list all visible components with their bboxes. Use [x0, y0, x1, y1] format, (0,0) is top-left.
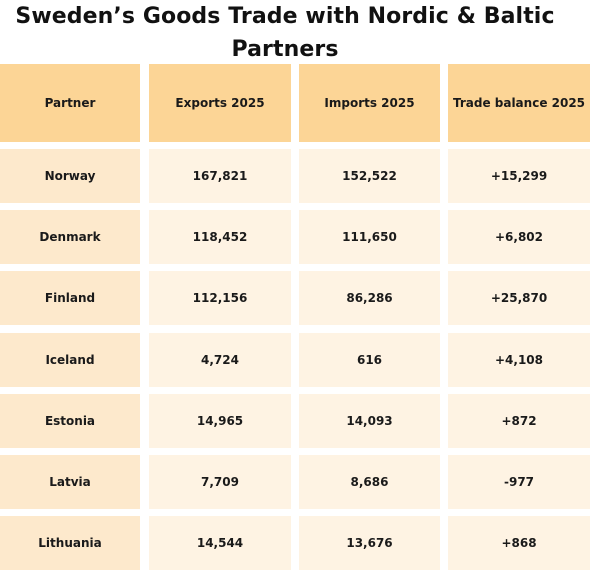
trade-balance-cell: +25,870 [448, 271, 590, 326]
partner-cell: Estonia [0, 393, 140, 448]
trade-balance-cell: +15,299 [448, 149, 590, 203]
exports-cell: 118,452 [149, 210, 291, 265]
exports-cell: 14,544 [149, 516, 291, 570]
imports-cell: 13,676 [299, 516, 440, 570]
exports-cell: 4,724 [149, 332, 291, 387]
header-trade-balance: Trade balance 2025 [448, 64, 590, 142]
trade-balance-cell: +6,802 [448, 210, 590, 265]
imports-cell: 111,650 [299, 210, 440, 265]
exports-cell: 14,965 [149, 393, 291, 448]
exports-cell: 112,156 [149, 271, 291, 326]
header-imports: Imports 2025 [299, 64, 440, 142]
imports-cell: 152,522 [299, 149, 440, 203]
chart-title: Sweden’s Goods Trade with Nordic & Balti… [15, 4, 555, 62]
trade-balance-cell: +868 [448, 516, 590, 570]
trade-balance-cell: +4,108 [448, 332, 590, 387]
partner-cell: Latvia [0, 455, 140, 509]
imports-cell: 86,286 [299, 271, 440, 326]
partner-cell: Lithuania [0, 516, 140, 570]
trade-balance-cell: -977 [448, 455, 590, 509]
imports-cell: 616 [299, 332, 440, 387]
partner-cell: Denmark [0, 210, 140, 265]
partner-cell: Norway [0, 149, 140, 203]
header-exports: Exports 2025 [149, 64, 291, 142]
imports-cell: 14,093 [299, 393, 440, 448]
header-partner: Partner [0, 64, 140, 142]
trade-balance-cell: +872 [448, 393, 590, 448]
imports-cell: 8,686 [299, 455, 440, 509]
partner-cell: Finland [0, 271, 140, 326]
exports-cell: 7,709 [149, 455, 291, 509]
exports-cell: 167,821 [149, 149, 291, 203]
partner-cell: Iceland [0, 332, 140, 387]
